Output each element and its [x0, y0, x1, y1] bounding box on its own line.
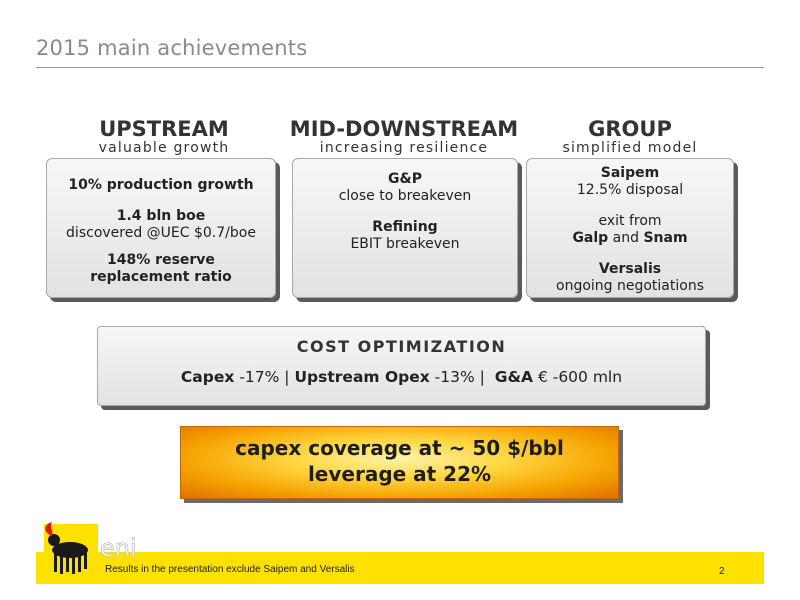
mid-item-gp: G&P [388, 171, 422, 187]
highlight-capex-coverage: capex coverage at ~ 50 $/bbl [235, 436, 564, 460]
group-item-saipem: Saipem [600, 165, 660, 181]
upstream-item-reserve: 148% reserve replacement ratio [90, 252, 232, 285]
upstream-box: 10% production growth 1.4 bln boe discov… [46, 158, 276, 298]
group-heading: GROUP [588, 117, 672, 141]
title-divider [36, 67, 764, 68]
group-item-exit-from: exit from [598, 213, 662, 229]
upstream-item-production: 10% production growth [68, 177, 254, 193]
mid-item-gp-detail: close to breakeven [338, 188, 472, 204]
group-box: Saipem 12.5% disposal exit from Galp and… [526, 158, 734, 298]
mid-downstream-subheading: increasing resilience [319, 140, 489, 156]
page-number: 2 [719, 566, 725, 577]
svg-text:eni: eni [100, 534, 137, 562]
upstream-heading-block: UPSTREAM valuable growth [60, 118, 268, 156]
mid-downstream-heading-block: MID-DOWNSTREAM increasing resilience [278, 118, 530, 156]
footer-band [36, 552, 764, 584]
mid-item-refining-detail: EBIT breakeven [350, 236, 460, 252]
upstream-heading: UPSTREAM [99, 117, 229, 141]
group-item-versalis: Versalis [598, 261, 662, 277]
group-heading-block: GROUP simplified model [528, 118, 732, 156]
highlight-box: capex coverage at ~ 50 $/bbl leverage at… [180, 426, 619, 499]
cost-optimization-box: COST OPTIMIZATION Capex -17% | Upstream … [97, 326, 706, 406]
group-item-galp-snam: Galp and Snam [572, 230, 688, 246]
slide-title: 2015 main achievements [36, 36, 308, 60]
group-subheading: simplified model [562, 140, 698, 156]
upstream-item-discovery: 1.4 bln boe [116, 208, 206, 224]
group-item-versalis-detail: ongoing negotiations [556, 278, 704, 294]
mid-downstream-heading: MID-DOWNSTREAM [289, 117, 519, 141]
eni-dog-logo-icon: eni [44, 522, 137, 582]
cost-optimization-line: Capex -17% | Upstream Opex -13% | G&A € … [180, 368, 623, 386]
highlight-leverage: leverage at 22% [307, 462, 492, 486]
footer-note: Results in the presentation exclude Saip… [105, 564, 355, 575]
upstream-subheading: valuable growth [98, 140, 230, 156]
group-item-saipem-detail: 12.5% disposal [576, 182, 684, 198]
upstream-item-discovery-detail: discovered @UEC $0.7/boe [66, 225, 256, 241]
cost-optimization-title: COST OPTIMIZATION [296, 337, 507, 356]
mid-downstream-box: G&P close to breakeven Refining EBIT bre… [292, 158, 518, 298]
mid-item-refining: Refining [372, 219, 438, 235]
